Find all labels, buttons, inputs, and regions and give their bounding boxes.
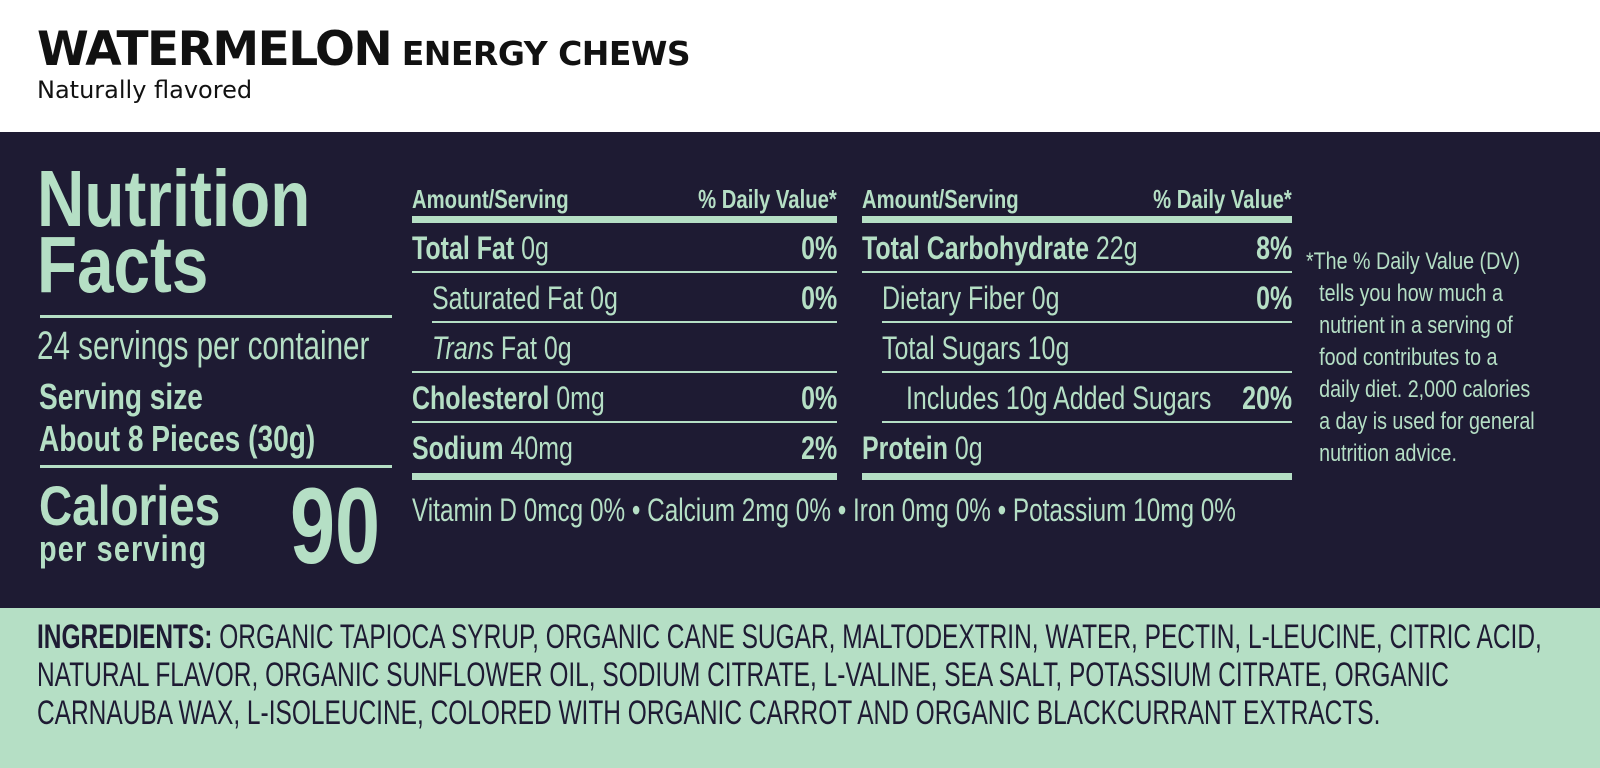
nutrition-facts-title: Nutrition Facts [37, 154, 537, 309]
serving-size-label: Serving size [39, 376, 203, 417]
ingredients-label: INGREDIENTS: [37, 618, 213, 656]
ingredients-band: INGREDIENTS: ORGANIC TAPIOCA SYRUP, ORGA… [0, 608, 1600, 768]
nutrient-column-left: Amount/Serving % Daily Value* Total Fat … [412, 184, 837, 480]
amount-header: Amount/Serving [412, 184, 569, 214]
product-title: WATERMELON ENERGY CHEWS [37, 22, 691, 77]
product-subtitle: Naturally flavored [37, 76, 253, 104]
title-line-1: Nutrition [37, 154, 311, 243]
column-header: Amount/Serving % Daily Value* [862, 184, 1292, 216]
thick-divider [862, 216, 1292, 223]
nutrient-row-cholesterol: Cholesterol 0mg 0% [412, 373, 837, 423]
nutrient-row-total-sugars: Total Sugars 10g [882, 323, 1292, 373]
product-name: ENERGY CHEWS [401, 34, 691, 73]
nutrient-row-total-fat: Total Fat 0g 0% [412, 223, 837, 273]
ingredients-text: INGREDIENTS: ORGANIC TAPIOCA SYRUP, ORGA… [37, 618, 1542, 732]
nutrition-facts-panel: Nutrition Facts 24 servings per containe… [0, 132, 1600, 608]
dv-header: % Daily Value* [698, 184, 837, 214]
nutrient-row-added-sugars: Includes 10g Added Sugars 20% [882, 373, 1292, 423]
serving-size: Serving size About 8 Pieces (30g) [39, 376, 393, 460]
nutrient-column-right: Amount/Serving % Daily Value* Total Carb… [862, 184, 1292, 480]
vitamins-minerals-line: Vitamin D 0mcg 0% • Calcium 2mg 0% • Iro… [412, 492, 1236, 528]
flavor-name: WATERMELON [37, 22, 393, 77]
calories-label: Calories per serving [39, 474, 221, 569]
thick-divider [412, 216, 837, 223]
amount-header: Amount/Serving [862, 184, 1019, 214]
divider [40, 315, 392, 318]
product-header: WATERMELON ENERGY CHEWS Naturally flavor… [0, 0, 1600, 132]
serving-size-value: About 8 Pieces (30g) [39, 418, 316, 459]
nutrient-row-saturated-fat: Saturated Fat 0g 0% [432, 273, 837, 323]
thick-divider [862, 473, 1292, 480]
nutrient-row-total-carbohydrate: Total Carbohydrate 22g 8% [862, 223, 1292, 273]
nutrient-row-dietary-fiber: Dietary Fiber 0g 0% [882, 273, 1292, 323]
dv-header: % Daily Value* [1153, 184, 1292, 214]
title-line-2: Facts [37, 220, 209, 309]
daily-value-footnote: *The % Daily Value (DV) tells you how mu… [1306, 248, 1535, 467]
nutrient-row-trans-fat: Trans Fat 0g [412, 323, 837, 373]
thick-divider [412, 473, 837, 480]
divider [40, 465, 392, 468]
nutrient-row-sodium: Sodium 40mg 2% [412, 430, 837, 466]
servings-per-container: 24 servings per container [37, 324, 370, 368]
nutrient-row-protein: Protein 0g [862, 430, 983, 466]
column-header: Amount/Serving % Daily Value* [412, 184, 837, 216]
calories-value: 90 [290, 465, 381, 586]
